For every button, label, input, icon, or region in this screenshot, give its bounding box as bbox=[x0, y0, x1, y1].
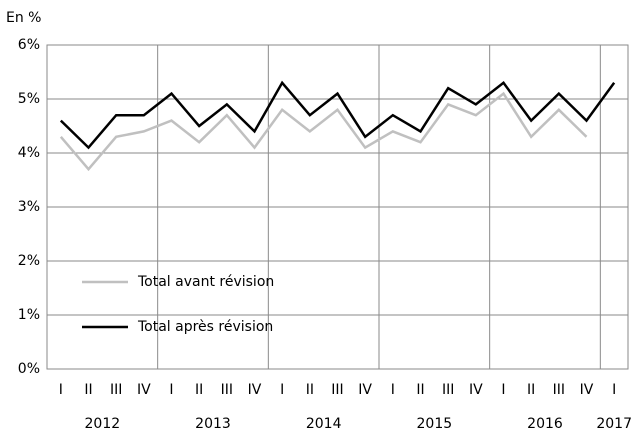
x-tick-label: I bbox=[59, 382, 63, 398]
x-tick-label: IV bbox=[469, 382, 483, 398]
x-tick-label: III bbox=[553, 382, 565, 398]
legend-label: Total après révision bbox=[137, 319, 273, 335]
y-tick-label: 3% bbox=[18, 199, 40, 215]
x-tick-label: III bbox=[110, 382, 122, 398]
year-label: 2013 bbox=[195, 416, 231, 432]
plot-border bbox=[46, 44, 629, 370]
x-tick-label: III bbox=[221, 382, 233, 398]
x-tick-label: II bbox=[84, 382, 92, 398]
x-tick-label: IV bbox=[580, 382, 594, 398]
x-tick-label: I bbox=[169, 382, 173, 398]
y-axis-label: En % bbox=[6, 10, 41, 26]
y-tick-label: 4% bbox=[18, 145, 40, 161]
x-tick-label: II bbox=[416, 382, 424, 398]
y-tick-label: 5% bbox=[18, 91, 40, 107]
x-tick-label: I bbox=[280, 382, 284, 398]
y-tick-label: 1% bbox=[18, 307, 40, 323]
x-tick-label: II bbox=[195, 382, 203, 398]
x-tick-label: III bbox=[331, 382, 343, 398]
x-tick-label: IV bbox=[248, 382, 262, 398]
year-label: 2014 bbox=[306, 416, 342, 432]
series-line bbox=[59, 80, 616, 150]
year-label: 2012 bbox=[85, 416, 121, 432]
y-tick-label: 6% bbox=[18, 37, 40, 53]
x-tick-label: I bbox=[501, 382, 505, 398]
x-tick-label: IV bbox=[358, 382, 372, 398]
year-label: 2016 bbox=[527, 416, 563, 432]
year-label: 2015 bbox=[417, 416, 453, 432]
year-label: 2017 bbox=[596, 416, 632, 432]
legend-label: Total avant révision bbox=[137, 274, 274, 290]
x-tick-label: IV bbox=[137, 382, 151, 398]
x-tick-label: II bbox=[306, 382, 314, 398]
y-tick-label: 0% bbox=[18, 361, 40, 377]
series-line bbox=[59, 91, 588, 172]
y-tick-label: 2% bbox=[18, 253, 40, 269]
x-tick-label: I bbox=[612, 382, 616, 398]
x-tick-label: III bbox=[442, 382, 454, 398]
x-tick-label: I bbox=[391, 382, 395, 398]
x-tick-label: II bbox=[527, 382, 535, 398]
